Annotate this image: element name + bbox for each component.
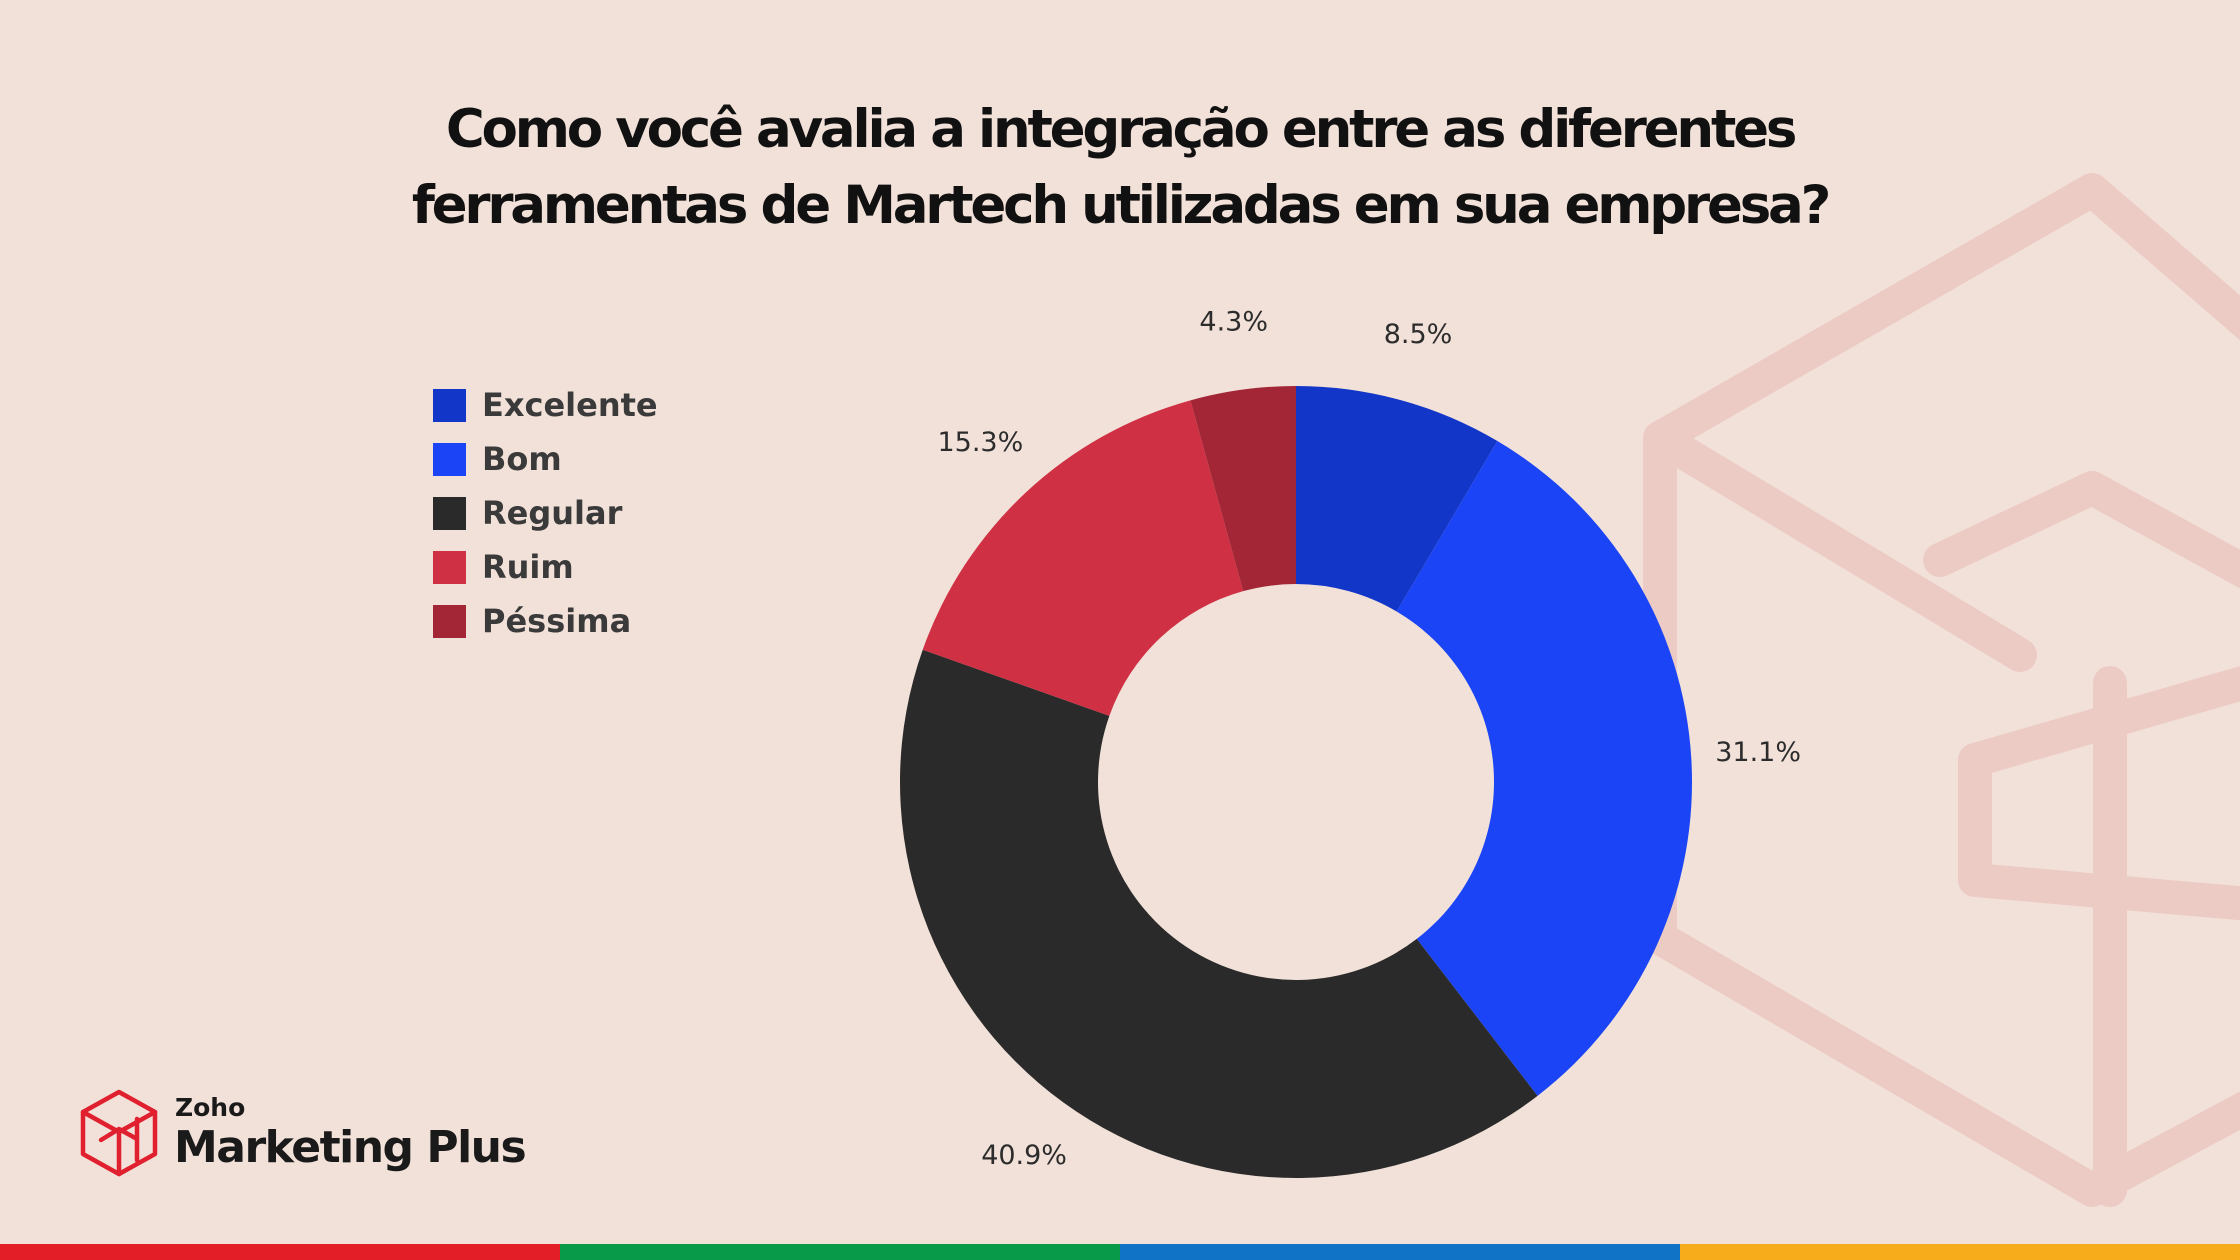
donut-slices (899, 386, 1693, 1179)
slice-ruim (922, 400, 1244, 716)
bottom-color-stripe (0, 1244, 2240, 1260)
chart-title: Como você avalia a integração entre as d… (370, 92, 1870, 244)
stripe-yellow (1680, 1244, 2240, 1260)
percent-labels: 8.5% 31.1% 40.9% 15.3% 4.3% (937, 307, 1801, 1172)
brand-name-small: Zoho (175, 1093, 246, 1122)
percent-label: 40.9% (981, 1140, 1067, 1171)
chart-title-line-1: Como você avalia a integração entre as d… (445, 99, 1798, 160)
box-icon (80, 1089, 158, 1177)
slice-excelente (1296, 386, 1498, 612)
slice-pessima (1190, 386, 1296, 592)
legend-swatch-regular (433, 497, 466, 530)
percent-label: 4.3% (1199, 307, 1268, 338)
legend-swatch-excelente (433, 389, 466, 422)
legend-swatch-ruim (433, 551, 466, 584)
legend-label-ruim: Ruim (482, 548, 574, 586)
percent-label: 15.3% (937, 427, 1023, 458)
brand-name: Marketing Plus (174, 1122, 527, 1173)
percent-label: 31.1% (1715, 737, 1801, 768)
percent-label: 8.5% (1384, 319, 1453, 350)
slice-regular (899, 649, 1538, 1179)
legend-label-regular: Regular (482, 494, 623, 532)
stripe-blue (1120, 1244, 1680, 1260)
legend-label-excelente: Excelente (482, 386, 658, 424)
chart-title-line-2: ferramentas de Martech utilizadas em sua… (411, 175, 1832, 236)
legend-label-pessima: Péssima (482, 602, 632, 640)
legend-swatch-pessima (433, 605, 466, 638)
slice-bom (1396, 441, 1693, 1096)
legend-swatch-bom (433, 443, 466, 476)
stripe-green (560, 1244, 1120, 1260)
legend-label-bom: Bom (482, 440, 562, 478)
brand-logo: Zoho Marketing Plus (78, 1088, 528, 1184)
stripe-red (0, 1244, 560, 1260)
